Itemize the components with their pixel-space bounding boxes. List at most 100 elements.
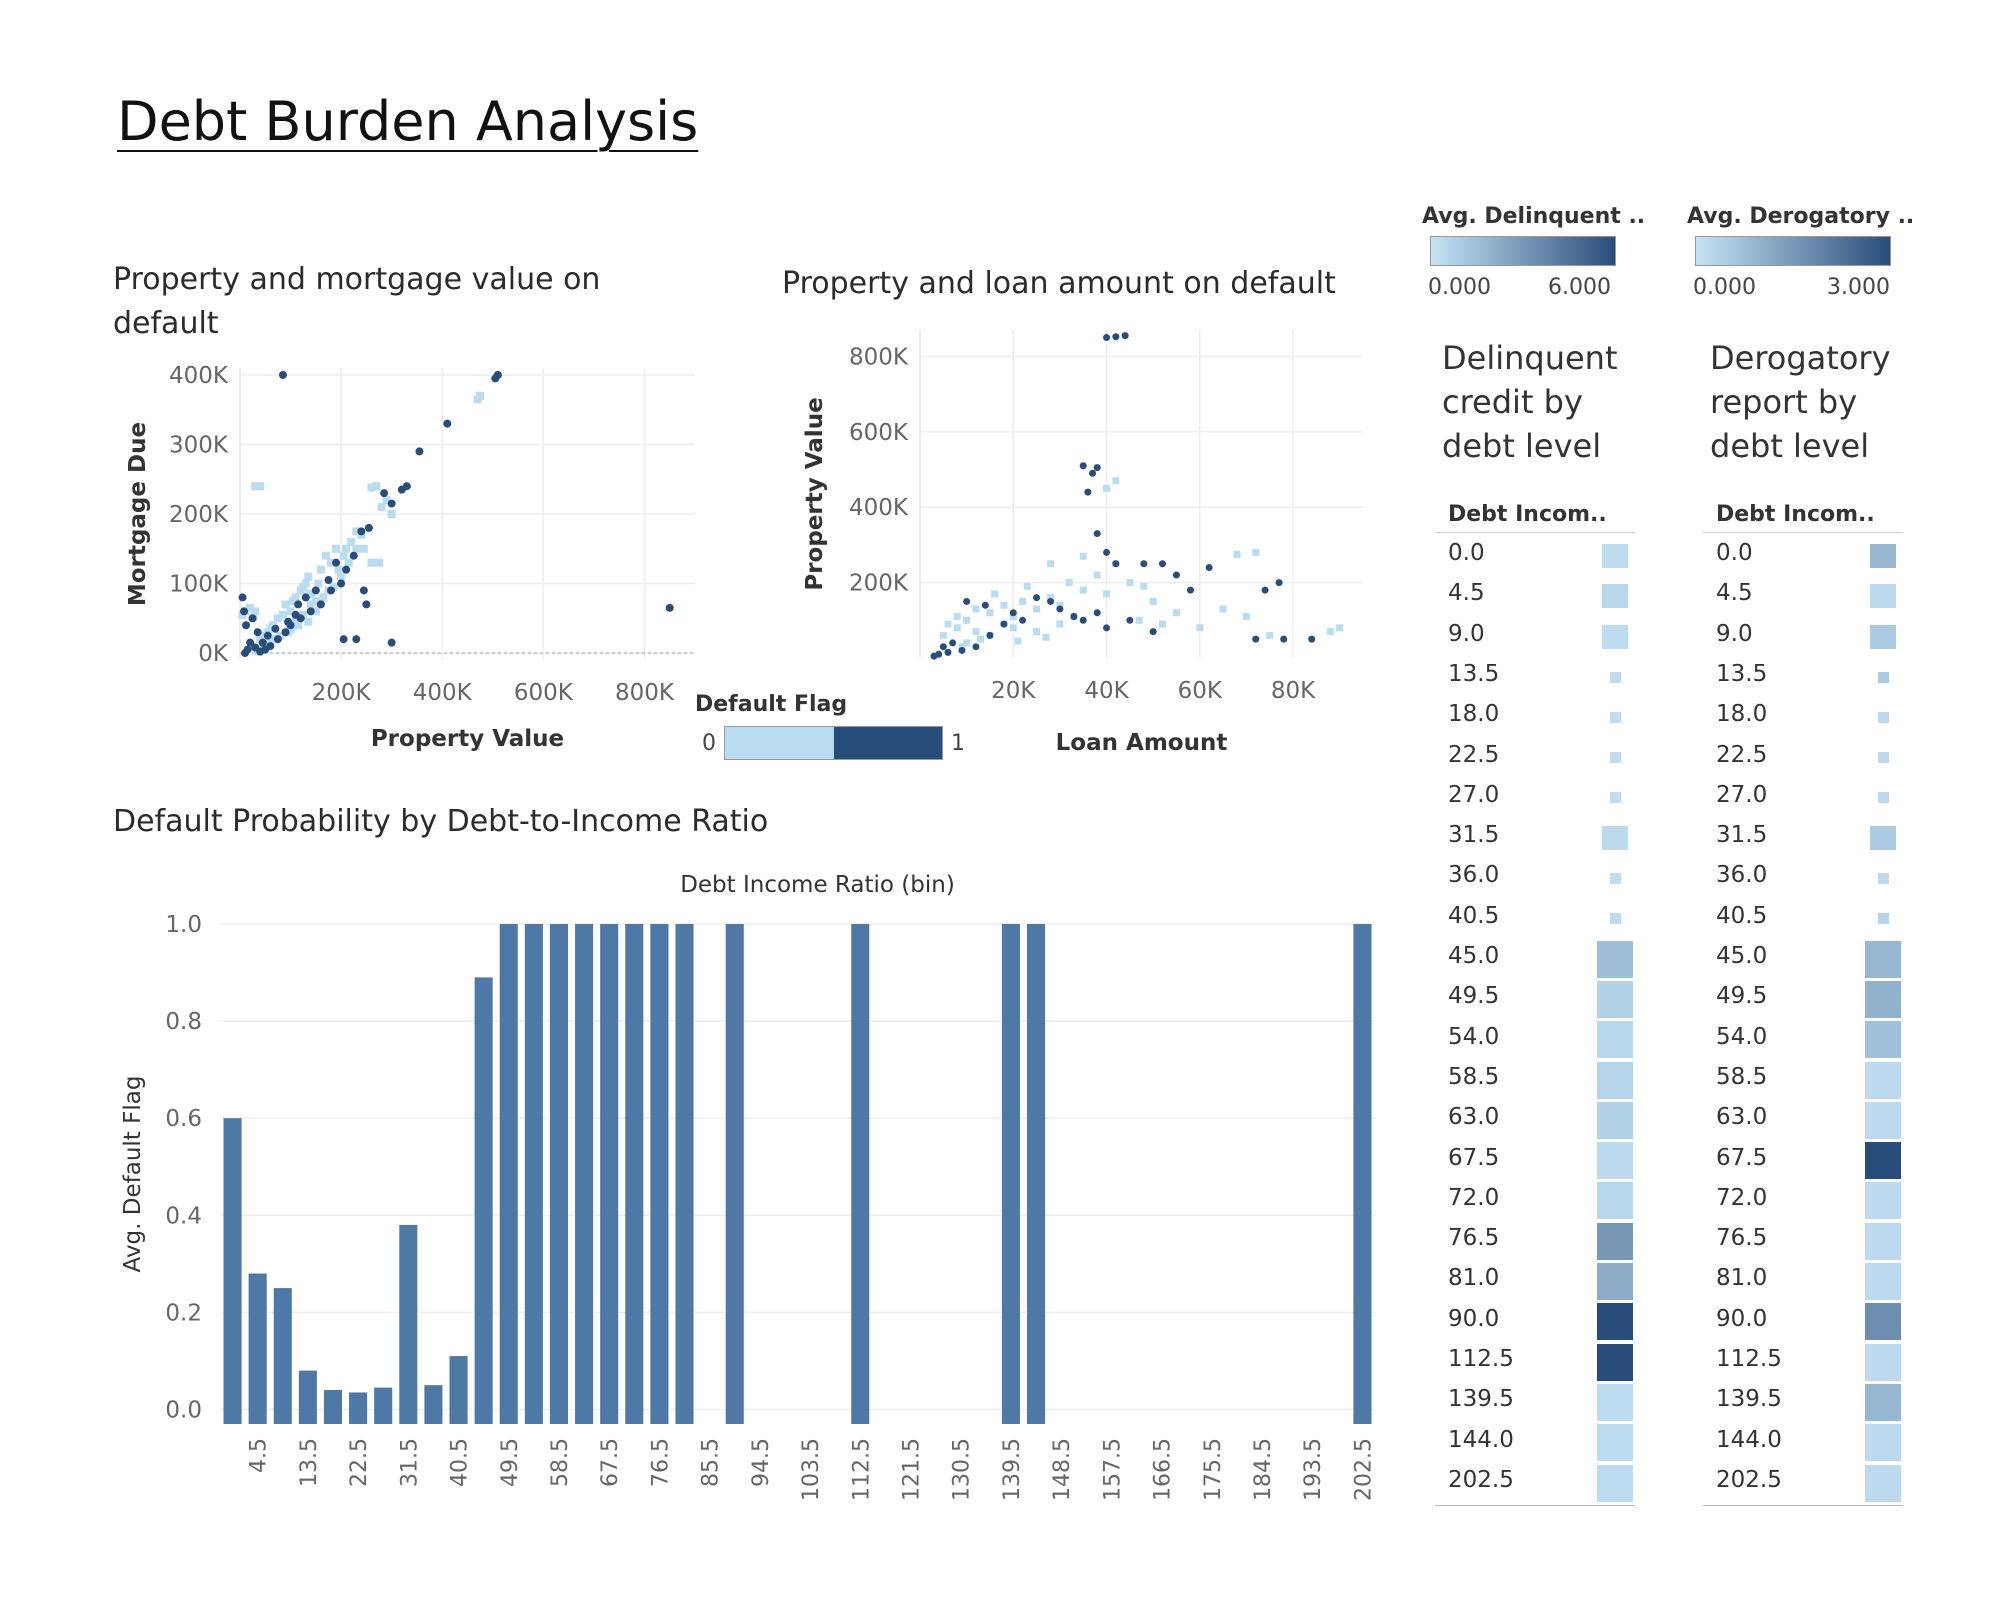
heat-swatch [1865,1343,1901,1381]
y-tick-label: 800K [849,344,909,370]
scatter-mortgage-title: Property and mortgage value on default [113,262,601,341]
data-point [1033,628,1041,636]
heat-swatch [1877,792,1889,804]
bar [449,1356,468,1424]
y-tick-label: 100K [169,572,229,598]
data-point [1275,579,1283,587]
heat-swatch [1870,544,1896,569]
data-point [359,544,368,553]
data-point [332,544,341,553]
data-point [986,609,994,617]
data-point [1172,571,1180,579]
data-point [1079,586,1087,594]
data-point [939,643,947,651]
data-point [1266,631,1274,639]
data-point [1121,332,1129,340]
data-point [1140,582,1148,590]
legend-swatch-0 [725,727,834,759]
heat-swatch [1609,913,1621,925]
data-point [930,652,938,660]
data-point [251,643,260,652]
heat-swatch [1865,1383,1901,1421]
bar-top-axis-label: Debt Income Ratio (bin) [680,872,955,898]
data-point [949,639,957,647]
data-point [246,603,255,612]
data-point [1009,609,1017,617]
x-tick-label: 130.5 [950,1438,975,1501]
data-point [1023,582,1031,590]
data-point [1079,462,1087,470]
data-point [1047,594,1055,602]
y-tick-label: 400K [849,495,909,521]
data-point [251,607,260,616]
data-point [248,614,257,623]
heat-swatch [1597,980,1633,1018]
data-point [1089,469,1097,477]
derogatory-legend-title: Avg. Derogatory .. [1687,204,1915,229]
data-point [344,558,353,567]
data-point [364,523,373,532]
x-tick-label: 121.5 [899,1438,924,1501]
row-label: 22.5 [1716,741,1768,768]
derogatory-table-title: Derogatory report by debt level [1710,336,1891,468]
data-point [377,503,386,512]
row-label: 144.0 [1716,1426,1782,1453]
heat-swatch [1865,1142,1901,1180]
data-point [314,579,323,588]
data-point [972,605,980,613]
data-point [352,635,361,644]
data-point [367,483,376,492]
data-point [986,631,994,639]
data-point [253,628,262,637]
derogatory-legend-min: 0.000 [1693,275,1756,300]
x-tick-label: 400K [413,680,473,706]
data-point [339,551,348,560]
x-tick-label: 103.5 [799,1438,824,1501]
delinquent-legend-min: 0.000 [1428,275,1491,300]
row-label: 139.5 [1448,1386,1514,1413]
row-label: 40.5 [1448,902,1500,929]
data-point [1103,590,1111,598]
data-point [1261,586,1269,594]
bar [499,924,518,1424]
data-point [382,496,391,505]
y-axis-label: Avg. Default Flag [120,1076,146,1273]
data-point [939,631,947,639]
data-point [1140,560,1148,568]
data-point [380,489,389,498]
row-label: 49.5 [1448,983,1500,1010]
heat-swatch [1609,711,1621,723]
table-header-divider [1435,532,1635,533]
bar [625,924,644,1424]
data-point [347,537,356,546]
data-point [327,558,335,567]
data-point [349,551,358,560]
bar [851,924,870,1424]
bar [575,924,594,1424]
bar [650,924,669,1424]
data-point [299,610,308,619]
row-label: 40.5 [1716,902,1768,929]
data-point [1079,552,1087,560]
data-point [339,635,348,644]
x-tick-label: 20K [991,678,1036,704]
row-label: 49.5 [1716,983,1768,1010]
heat-swatch [1597,1263,1633,1301]
bar [248,1273,267,1424]
data-point [316,565,325,574]
row-label: 22.5 [1448,741,1500,768]
row-label: 45.0 [1448,943,1500,969]
row-label: 72.0 [1448,1184,1500,1211]
heat-swatch [1877,671,1889,683]
data-point [1158,560,1166,568]
x-tick-label: 49.5 [498,1438,523,1487]
heat-swatch [1865,1222,1901,1260]
data-point [476,391,485,400]
row-label: 31.5 [1716,822,1768,849]
row-label: 9.0 [1448,620,1485,647]
bar [1001,924,1020,1424]
data-point [1009,624,1017,632]
data-point [944,648,952,656]
heat-swatch [1597,1464,1633,1502]
row-label: 72.0 [1716,1184,1768,1211]
